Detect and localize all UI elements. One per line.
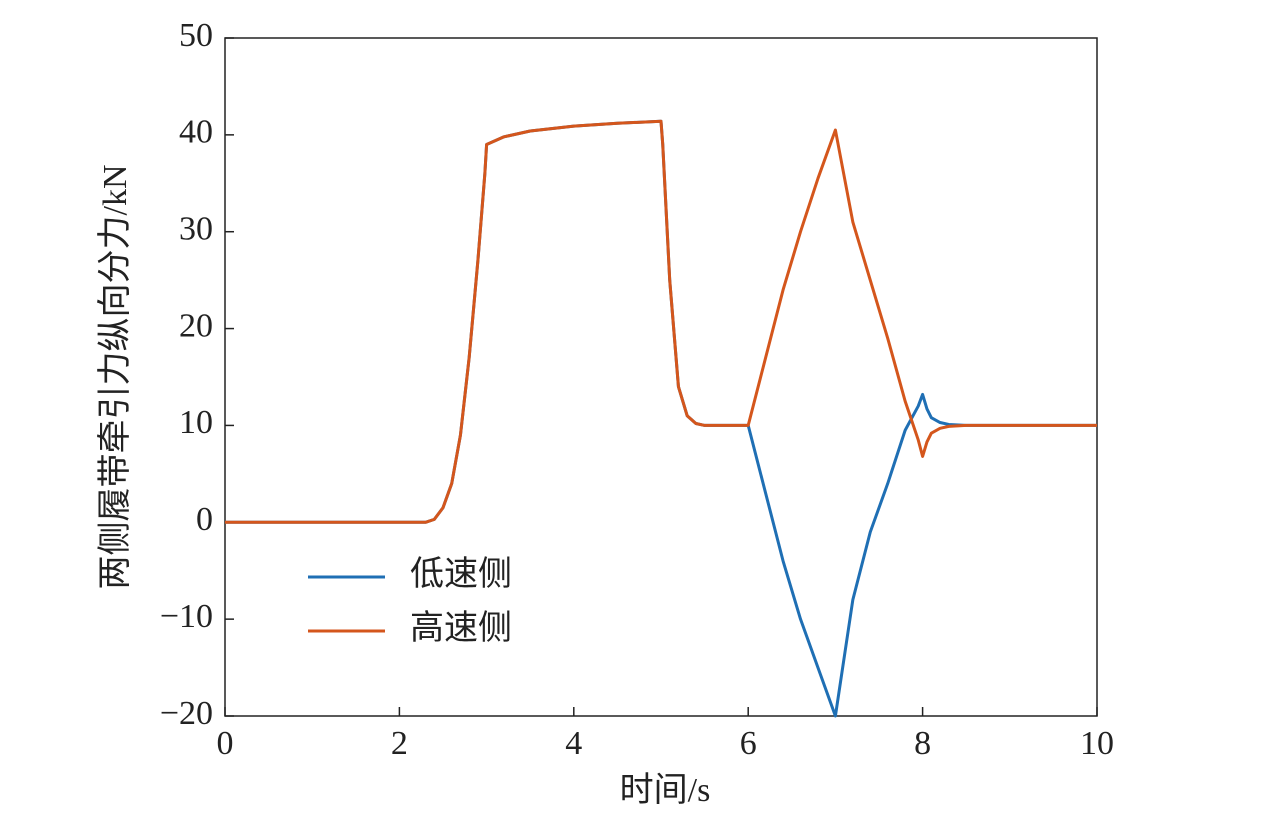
y-tick-label: 10 — [179, 404, 213, 441]
x-tick-label: 6 — [740, 725, 757, 762]
series-line — [225, 119, 1097, 718]
x-tick-label: 8 — [914, 725, 931, 762]
legend-label: 低速侧 — [410, 555, 512, 593]
legend-label: 高速侧 — [410, 609, 512, 647]
x-tick-label: 4 — [565, 725, 582, 762]
y-tick-label: −10 — [160, 598, 213, 635]
y-tick-label: 50 — [179, 17, 213, 54]
plot-frame — [224, 37, 1098, 717]
x-tick-label: 0 — [217, 725, 234, 762]
y-axis-label: 两侧履带牵引力纵向分力/kN — [96, 165, 134, 590]
x-axis-label: 时间/s — [620, 772, 711, 809]
y-tick-label: 20 — [179, 307, 213, 344]
y-tick-label: −20 — [160, 695, 213, 732]
x-tick-label: 10 — [1080, 725, 1114, 762]
y-tick-label: 40 — [179, 114, 213, 151]
y-tick-label: 30 — [179, 211, 213, 248]
y-tick-label: 0 — [196, 501, 213, 538]
series-line — [225, 119, 1097, 524]
x-tick-label: 2 — [391, 725, 408, 762]
